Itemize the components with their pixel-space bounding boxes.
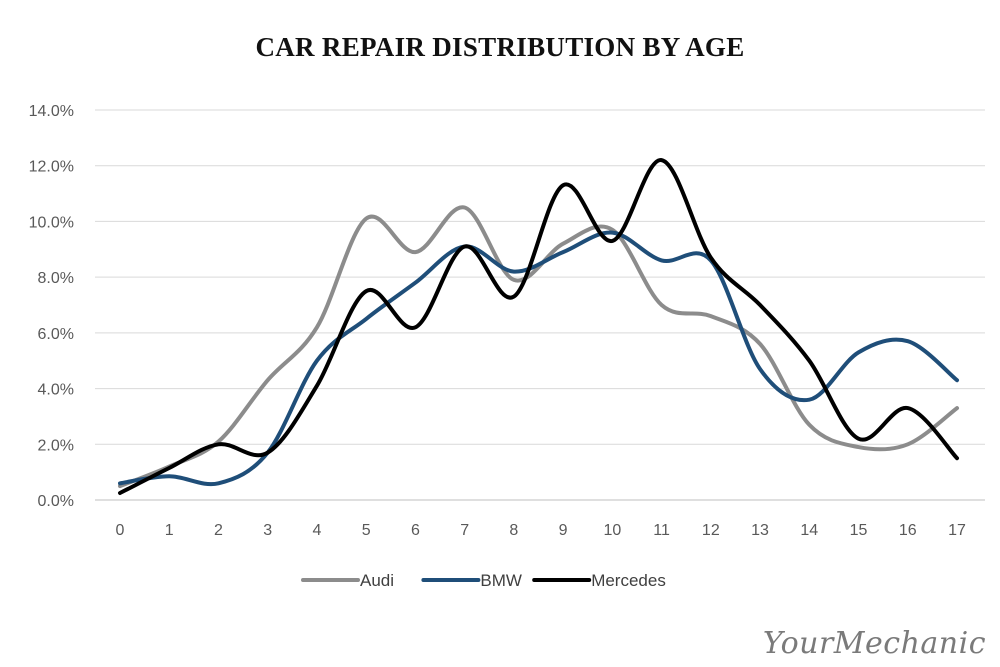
x-tick-label: 15 (850, 522, 868, 539)
x-tick-label: 8 (509, 522, 518, 539)
x-tick-label: 12 (702, 522, 720, 539)
x-tick-label: 17 (948, 522, 966, 539)
legend-label-bmw: BMW (480, 571, 522, 590)
y-tick-label: 0.0% (38, 493, 74, 510)
x-tick-label: 5 (362, 522, 371, 539)
legend-label-audi: Audi (360, 571, 394, 590)
y-tick-label: 6.0% (38, 326, 74, 343)
x-tick-label: 9 (559, 522, 568, 539)
x-tick-label: 3 (263, 522, 272, 539)
series-line-audi (118, 205, 959, 489)
x-tick-label: 6 (411, 522, 420, 539)
x-tick-label: 7 (460, 522, 469, 539)
y-tick-label: 2.0% (38, 437, 74, 454)
legend-label-mercedes: Mercedes (591, 571, 666, 590)
y-tick-label: 8.0% (38, 270, 74, 287)
x-tick-label: 16 (899, 522, 917, 539)
gridlines (95, 109, 985, 501)
y-axis-ticks: 0.0% 2.0% 4.0% 6.0% 8.0% 10.0% 12.0% 14.0% (29, 103, 74, 510)
x-axis-ticks: 0 1 2 3 4 5 6 7 8 9 10 11 12 13 14 15 16 17 (116, 522, 966, 539)
y-tick-label: 4.0% (38, 382, 74, 399)
series-line-mercedes (118, 158, 959, 495)
y-tick-label: 12.0% (29, 159, 74, 176)
y-tick-label: 10.0% (29, 214, 74, 231)
yourmechanic-logo: YourMechanic (762, 626, 986, 661)
x-tick-label: 14 (800, 522, 818, 539)
x-tick-label: 10 (603, 522, 621, 539)
x-tick-label: 0 (116, 522, 125, 539)
x-tick-label: 4 (312, 522, 321, 539)
chart-title: CAR REPAIR DISTRIBUTION BY AGE (255, 32, 745, 62)
x-tick-label: 1 (165, 522, 174, 539)
x-tick-label: 11 (653, 522, 670, 539)
series-line-bmw (118, 230, 959, 487)
x-tick-label: 2 (214, 522, 223, 539)
x-tick-label: 13 (751, 522, 769, 539)
y-tick-label: 14.0% (29, 103, 74, 120)
legend: Audi BMW Mercedes (301, 571, 666, 590)
series-lines (118, 158, 959, 495)
